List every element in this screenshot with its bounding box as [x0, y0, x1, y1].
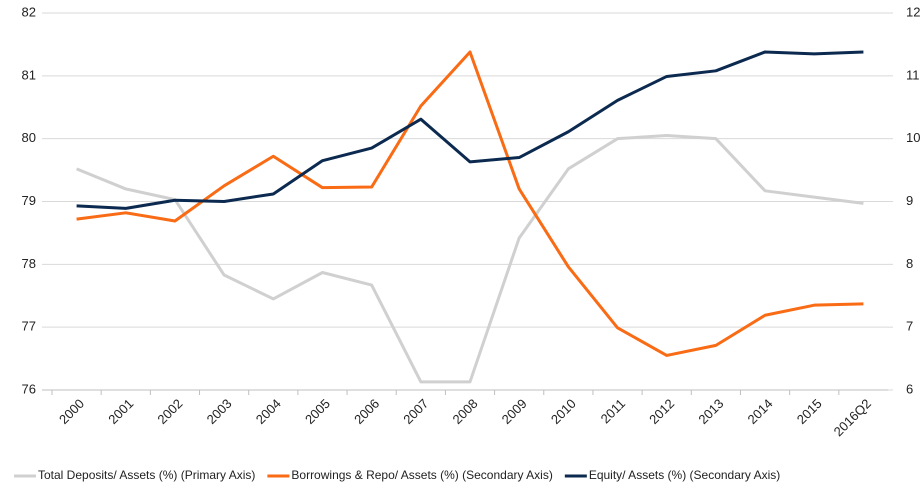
y-tick-label: 77 — [22, 319, 36, 334]
y-tick-label: 78 — [22, 256, 36, 271]
y2-tick-label: 6 — [906, 381, 913, 396]
x-tick-label: 2012 — [646, 396, 677, 427]
x-tick-label: 2005 — [302, 396, 333, 427]
series-line — [76, 134, 864, 384]
x-tick-label: 2014 — [745, 396, 776, 427]
x-tick-label: 2016Q2 — [831, 396, 874, 439]
y2-tick-label: 8 — [906, 256, 913, 271]
y-tick-label: 81 — [22, 67, 36, 82]
y2-tick-label: 11 — [906, 67, 920, 82]
y2-tick-label: 9 — [906, 193, 913, 208]
y-tick-label: 79 — [22, 193, 36, 208]
y2-tick-label: 12 — [906, 4, 920, 19]
x-tick-label: 2009 — [499, 396, 530, 427]
series-line — [76, 50, 864, 210]
legend-label: Borrowings & Repo/ Assets (%) (Secondary… — [291, 468, 552, 482]
x-tick-label: 2002 — [154, 396, 185, 427]
x-tick-label: 2007 — [400, 396, 431, 427]
legend: Total Deposits/ Assets (%) (Primary Axis… — [14, 468, 780, 482]
y2-tick-label: 10 — [906, 130, 920, 145]
x-tick-label: 2011 — [598, 396, 628, 426]
legend-label: Total Deposits/ Assets (%) (Primary Axis… — [38, 468, 255, 482]
x-tick-label: 2001 — [105, 396, 136, 427]
y-tick-label: 80 — [22, 130, 36, 145]
x-tick-label: 2003 — [204, 396, 235, 427]
x-tick-label: 2000 — [56, 396, 87, 427]
x-tick-label: 2004 — [253, 396, 284, 427]
x-tick-label: 2013 — [695, 396, 726, 427]
x-tick-label: 2008 — [449, 396, 480, 427]
y2-tick-label: 7 — [906, 319, 913, 334]
x-tick-label: 2010 — [548, 396, 579, 427]
x-tick-label: 2015 — [794, 396, 825, 427]
y-tick-label: 82 — [22, 4, 36, 19]
y-tick-label: 76 — [22, 381, 36, 396]
x-tick-label: 2006 — [351, 396, 382, 427]
series-line — [76, 50, 864, 357]
legend-label: Equity/ Assets (%) (Secondary Axis) — [589, 468, 780, 482]
